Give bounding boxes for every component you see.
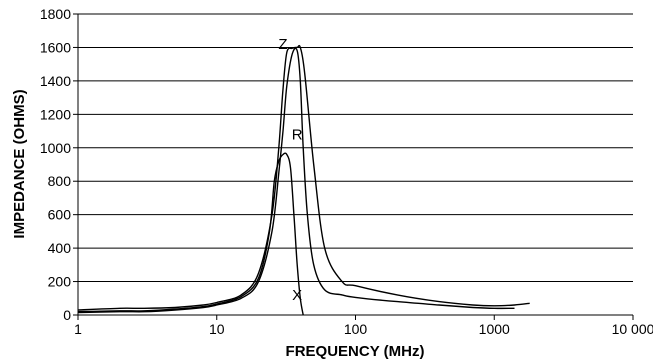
y-tick-label: 1400 (40, 73, 71, 89)
y-tick-label: 1200 (40, 106, 71, 122)
x-tick-label: 1000 (479, 321, 510, 337)
y-tick-label: 600 (48, 207, 72, 223)
series-line-z (77, 44, 530, 311)
y-tick-label: 800 (48, 173, 72, 189)
x-axis-title: FREQUENCY (MHz) (286, 343, 425, 360)
x-tick-label: 10 (209, 321, 225, 337)
y-tick-label: 1000 (40, 140, 71, 156)
series-line-r (77, 47, 515, 314)
y-axis-title: IMPEDANCE (OHMS) (11, 89, 28, 238)
curve-labels: Z R X (278, 36, 302, 304)
series-label-z: Z (278, 36, 287, 53)
series-label-r: R (292, 126, 303, 143)
y-tick-label: 1600 (40, 39, 71, 55)
x-tick-label: 1 (74, 321, 82, 337)
y-tick-label: 1800 (40, 6, 71, 22)
series-layer (77, 44, 530, 316)
ticks: 0 200 400 600 800 1000 1200 1400 1600 1800 1 10 100 1… (40, 6, 653, 337)
grid-lines (78, 13, 633, 283)
y-tick-label: 200 (48, 274, 72, 290)
x-tick-label: 100 (344, 321, 368, 337)
x-tick-label: 10 000 (612, 321, 653, 337)
series-line-x (77, 152, 304, 316)
y-tick-label: 400 (48, 240, 72, 256)
y-tick-label: 0 (63, 307, 71, 323)
plot-area (78, 14, 633, 315)
series-label-x: X (292, 287, 302, 304)
